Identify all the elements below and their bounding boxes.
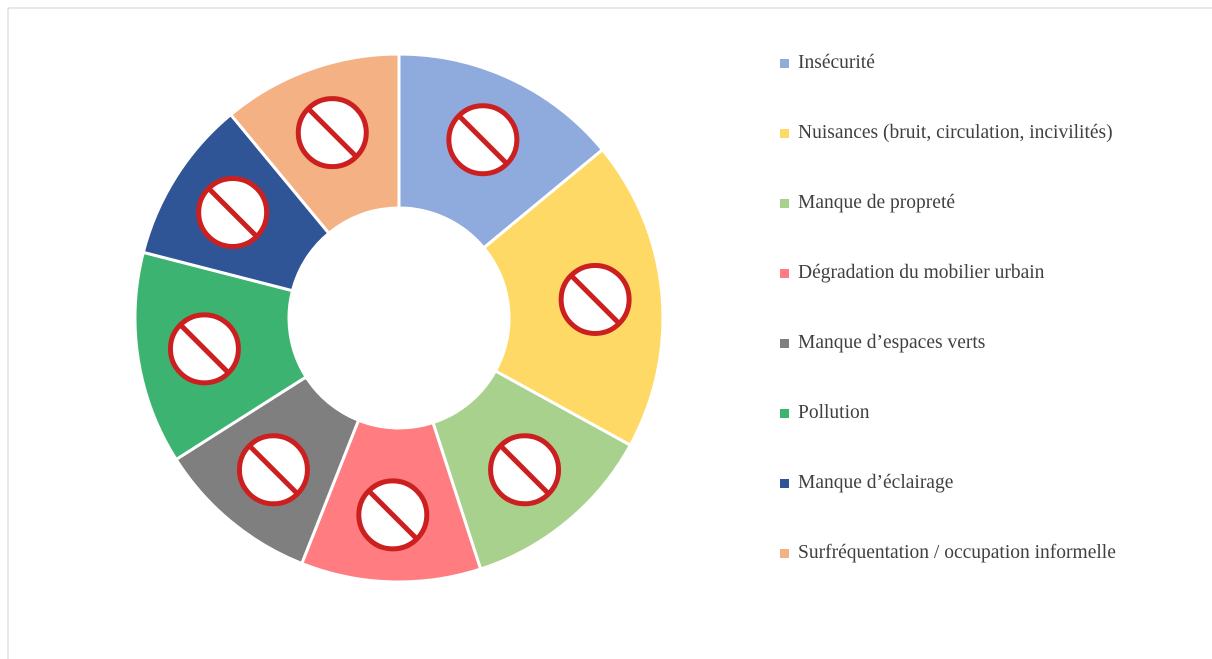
legend-swatch — [780, 129, 789, 138]
legend-label: Manque de propreté — [798, 192, 956, 213]
segment-icon-slash — [206, 186, 259, 239]
legend-item: Dégradation du mobilier urbain — [780, 260, 1140, 286]
segment-icon-slash — [178, 323, 231, 375]
legend-swatch — [780, 199, 789, 208]
legend-label: Manque d’espaces verts — [798, 332, 986, 353]
legend-label: Manque d’éclairage — [798, 472, 954, 493]
legend-item: Nuisances (bruit, circulation, incivilit… — [780, 120, 1140, 146]
legend-item: Manque d’espaces verts — [780, 330, 1140, 356]
legend-label: Insécurité — [798, 52, 875, 73]
legend-label: Pollution — [798, 402, 870, 423]
segment-icon-slash — [247, 444, 300, 496]
legend-swatch — [780, 339, 789, 348]
legend-item: Insécurité — [780, 50, 1140, 76]
legend-label: Surfréquentation / occupation informelle — [798, 542, 1116, 563]
legend-item: Surfréquentation / occupation informelle — [780, 540, 1140, 566]
legend-swatch — [780, 59, 789, 68]
segment-icon-slash — [498, 444, 551, 496]
segment-icon-slash — [569, 273, 621, 326]
legend-item: Manque d’éclairage — [780, 470, 1140, 496]
legend-swatch — [780, 409, 789, 418]
legend-item: Manque de propreté — [780, 190, 1140, 216]
legend-item: Pollution — [780, 400, 1140, 426]
legend-swatch — [780, 269, 789, 278]
legend-label: Nuisances (bruit, circulation, incivilit… — [798, 122, 1113, 143]
segment-icon-slash — [367, 489, 419, 541]
legend-swatch — [780, 549, 789, 558]
segment-icon-slash — [306, 106, 359, 159]
legend-label: Dégradation du mobilier urbain — [798, 262, 1045, 283]
segment-icon-slash — [457, 113, 509, 166]
legend-swatch — [780, 479, 789, 488]
